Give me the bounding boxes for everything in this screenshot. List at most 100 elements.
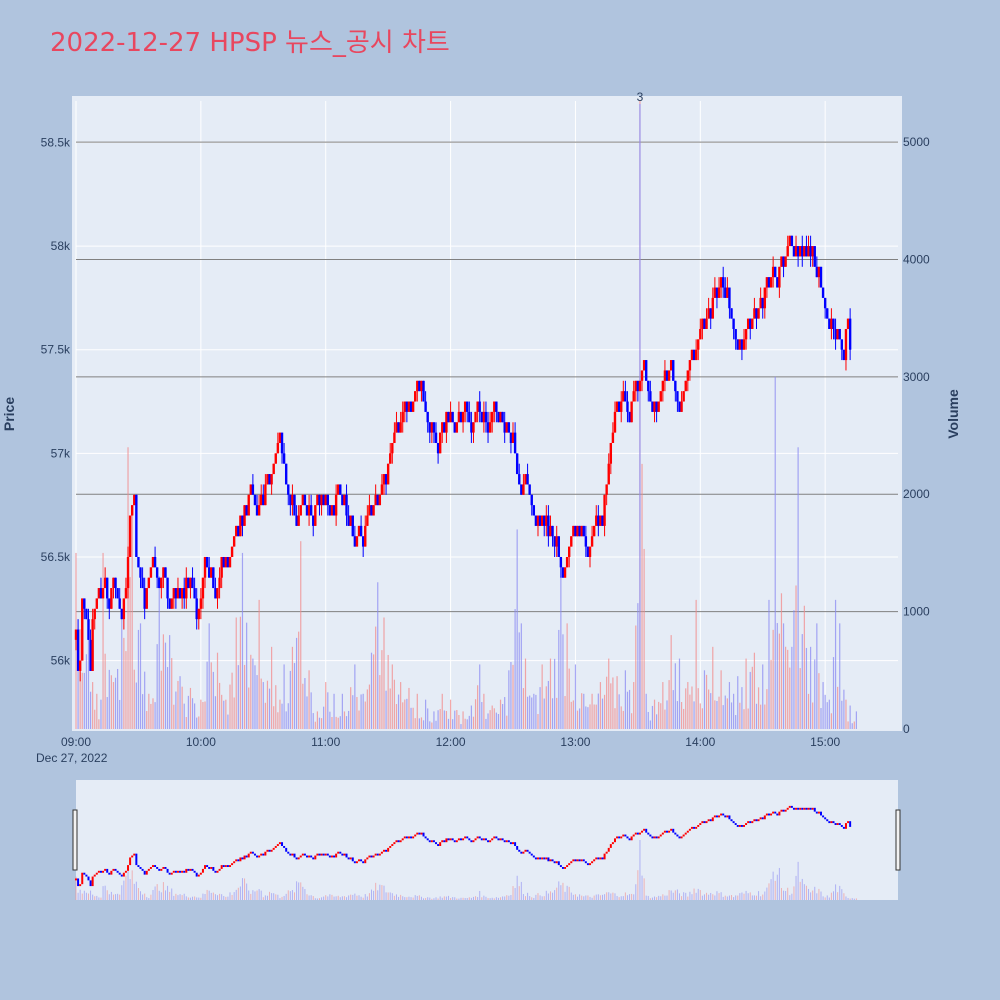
candle-body [293, 494, 296, 516]
slider-candle [247, 853, 250, 858]
slider-volume-bar [599, 895, 601, 900]
slider-candle [620, 836, 623, 839]
slider-volume-bar [98, 897, 100, 900]
slider-volume-bar [533, 897, 535, 900]
candle-body [468, 411, 471, 423]
slider-candle [713, 815, 716, 818]
slider-volume-bar [524, 896, 526, 900]
candle-body [322, 494, 325, 506]
slider-candle [204, 865, 207, 869]
slider-volume-bar [429, 897, 431, 900]
slider-candle [632, 834, 635, 837]
slider-volume-bar [475, 896, 477, 900]
candle-body [137, 556, 140, 568]
slider-candle [559, 865, 562, 867]
slider-candle [801, 807, 804, 810]
candle-body [445, 411, 448, 433]
candle-body [409, 401, 413, 412]
chart-title: 2022-12-27 HPSP 뉴스_공시 차트 [50, 28, 450, 58]
volume-bar [493, 708, 495, 729]
slider-candle [256, 855, 259, 858]
volume-bar [595, 704, 597, 729]
volume-bar [637, 603, 639, 729]
range-slider[interactable] [76, 780, 898, 900]
volume-bar [454, 710, 456, 729]
slider-volume-bar [556, 887, 558, 900]
candle-body [561, 567, 565, 578]
slider-candle [451, 838, 454, 841]
slider-candle [772, 811, 775, 814]
slider-candle [366, 857, 369, 860]
slider-candle [228, 865, 231, 867]
volume-bar [425, 699, 427, 729]
volume-bar [189, 687, 192, 729]
volume-bar [807, 693, 810, 729]
slider-volume-bar [654, 896, 656, 900]
candle-body [632, 391, 635, 402]
volume-bar [94, 709, 96, 729]
slider-candle [776, 813, 779, 816]
slider-volume-bar [229, 892, 231, 900]
slider-candle [289, 853, 292, 856]
slider-candle [534, 857, 537, 860]
volume-bar [662, 682, 664, 729]
slider-volume-bar [735, 895, 737, 900]
slider-volume-bar [398, 896, 400, 900]
candle-body [742, 339, 746, 350]
volume-bar [112, 682, 115, 729]
candle-body [418, 380, 421, 392]
candle-body [657, 401, 660, 412]
slider-volume-bar [335, 896, 337, 900]
slider-volume-bar [728, 895, 730, 900]
candle-body [210, 567, 213, 578]
volume-bar [472, 716, 475, 729]
candle-body [615, 401, 619, 412]
slider-candle [478, 836, 481, 839]
candle-body [457, 411, 461, 423]
slider-candle [405, 836, 408, 839]
candle-body [461, 411, 465, 423]
slider-candle [507, 840, 510, 843]
slider-candle [424, 836, 427, 839]
candle-body [351, 515, 354, 537]
candle-body [503, 422, 506, 433]
volume-bar [287, 703, 289, 729]
volume-bar [169, 635, 171, 729]
volume-bar [437, 710, 439, 729]
slider-volume-bar [812, 890, 814, 900]
volume-bar [414, 718, 416, 729]
slider-volume-bar [146, 897, 148, 900]
volume-bar [216, 652, 219, 729]
slider-volume-bar [373, 890, 375, 900]
slider-candle [734, 823, 737, 825]
volume-bar [710, 693, 712, 729]
volume-bar [318, 717, 321, 729]
slider-candle [703, 821, 706, 824]
candle-body [205, 556, 209, 568]
slider-volume-bar [595, 894, 597, 900]
volume-bar [687, 682, 689, 729]
volume-bar [372, 654, 375, 729]
candle-body [95, 598, 99, 609]
slider-volume-bar [142, 894, 144, 900]
volume-bar [362, 693, 364, 729]
slider-candle [693, 826, 696, 829]
volume-bar [456, 710, 458, 729]
slider-volume-bar [633, 894, 635, 900]
slider-candle [339, 851, 342, 854]
range-slider-right-handle[interactable] [895, 809, 901, 871]
range-slider-left-handle[interactable] [72, 809, 78, 871]
slider-volume-bar [485, 896, 487, 900]
volume-bar [117, 668, 119, 729]
slider-volume-bar [194, 896, 196, 900]
slider-candle [599, 857, 602, 860]
slider-volume-bar [198, 897, 200, 900]
candle-body [172, 588, 176, 599]
slider-volume-bar [855, 898, 857, 900]
slider-candle [351, 857, 354, 862]
slider-candle [759, 817, 762, 820]
volume-bar [751, 666, 753, 729]
slider-candle [176, 870, 179, 873]
volume-bar [845, 699, 847, 729]
time-tick-label: 09:00 [61, 735, 91, 749]
